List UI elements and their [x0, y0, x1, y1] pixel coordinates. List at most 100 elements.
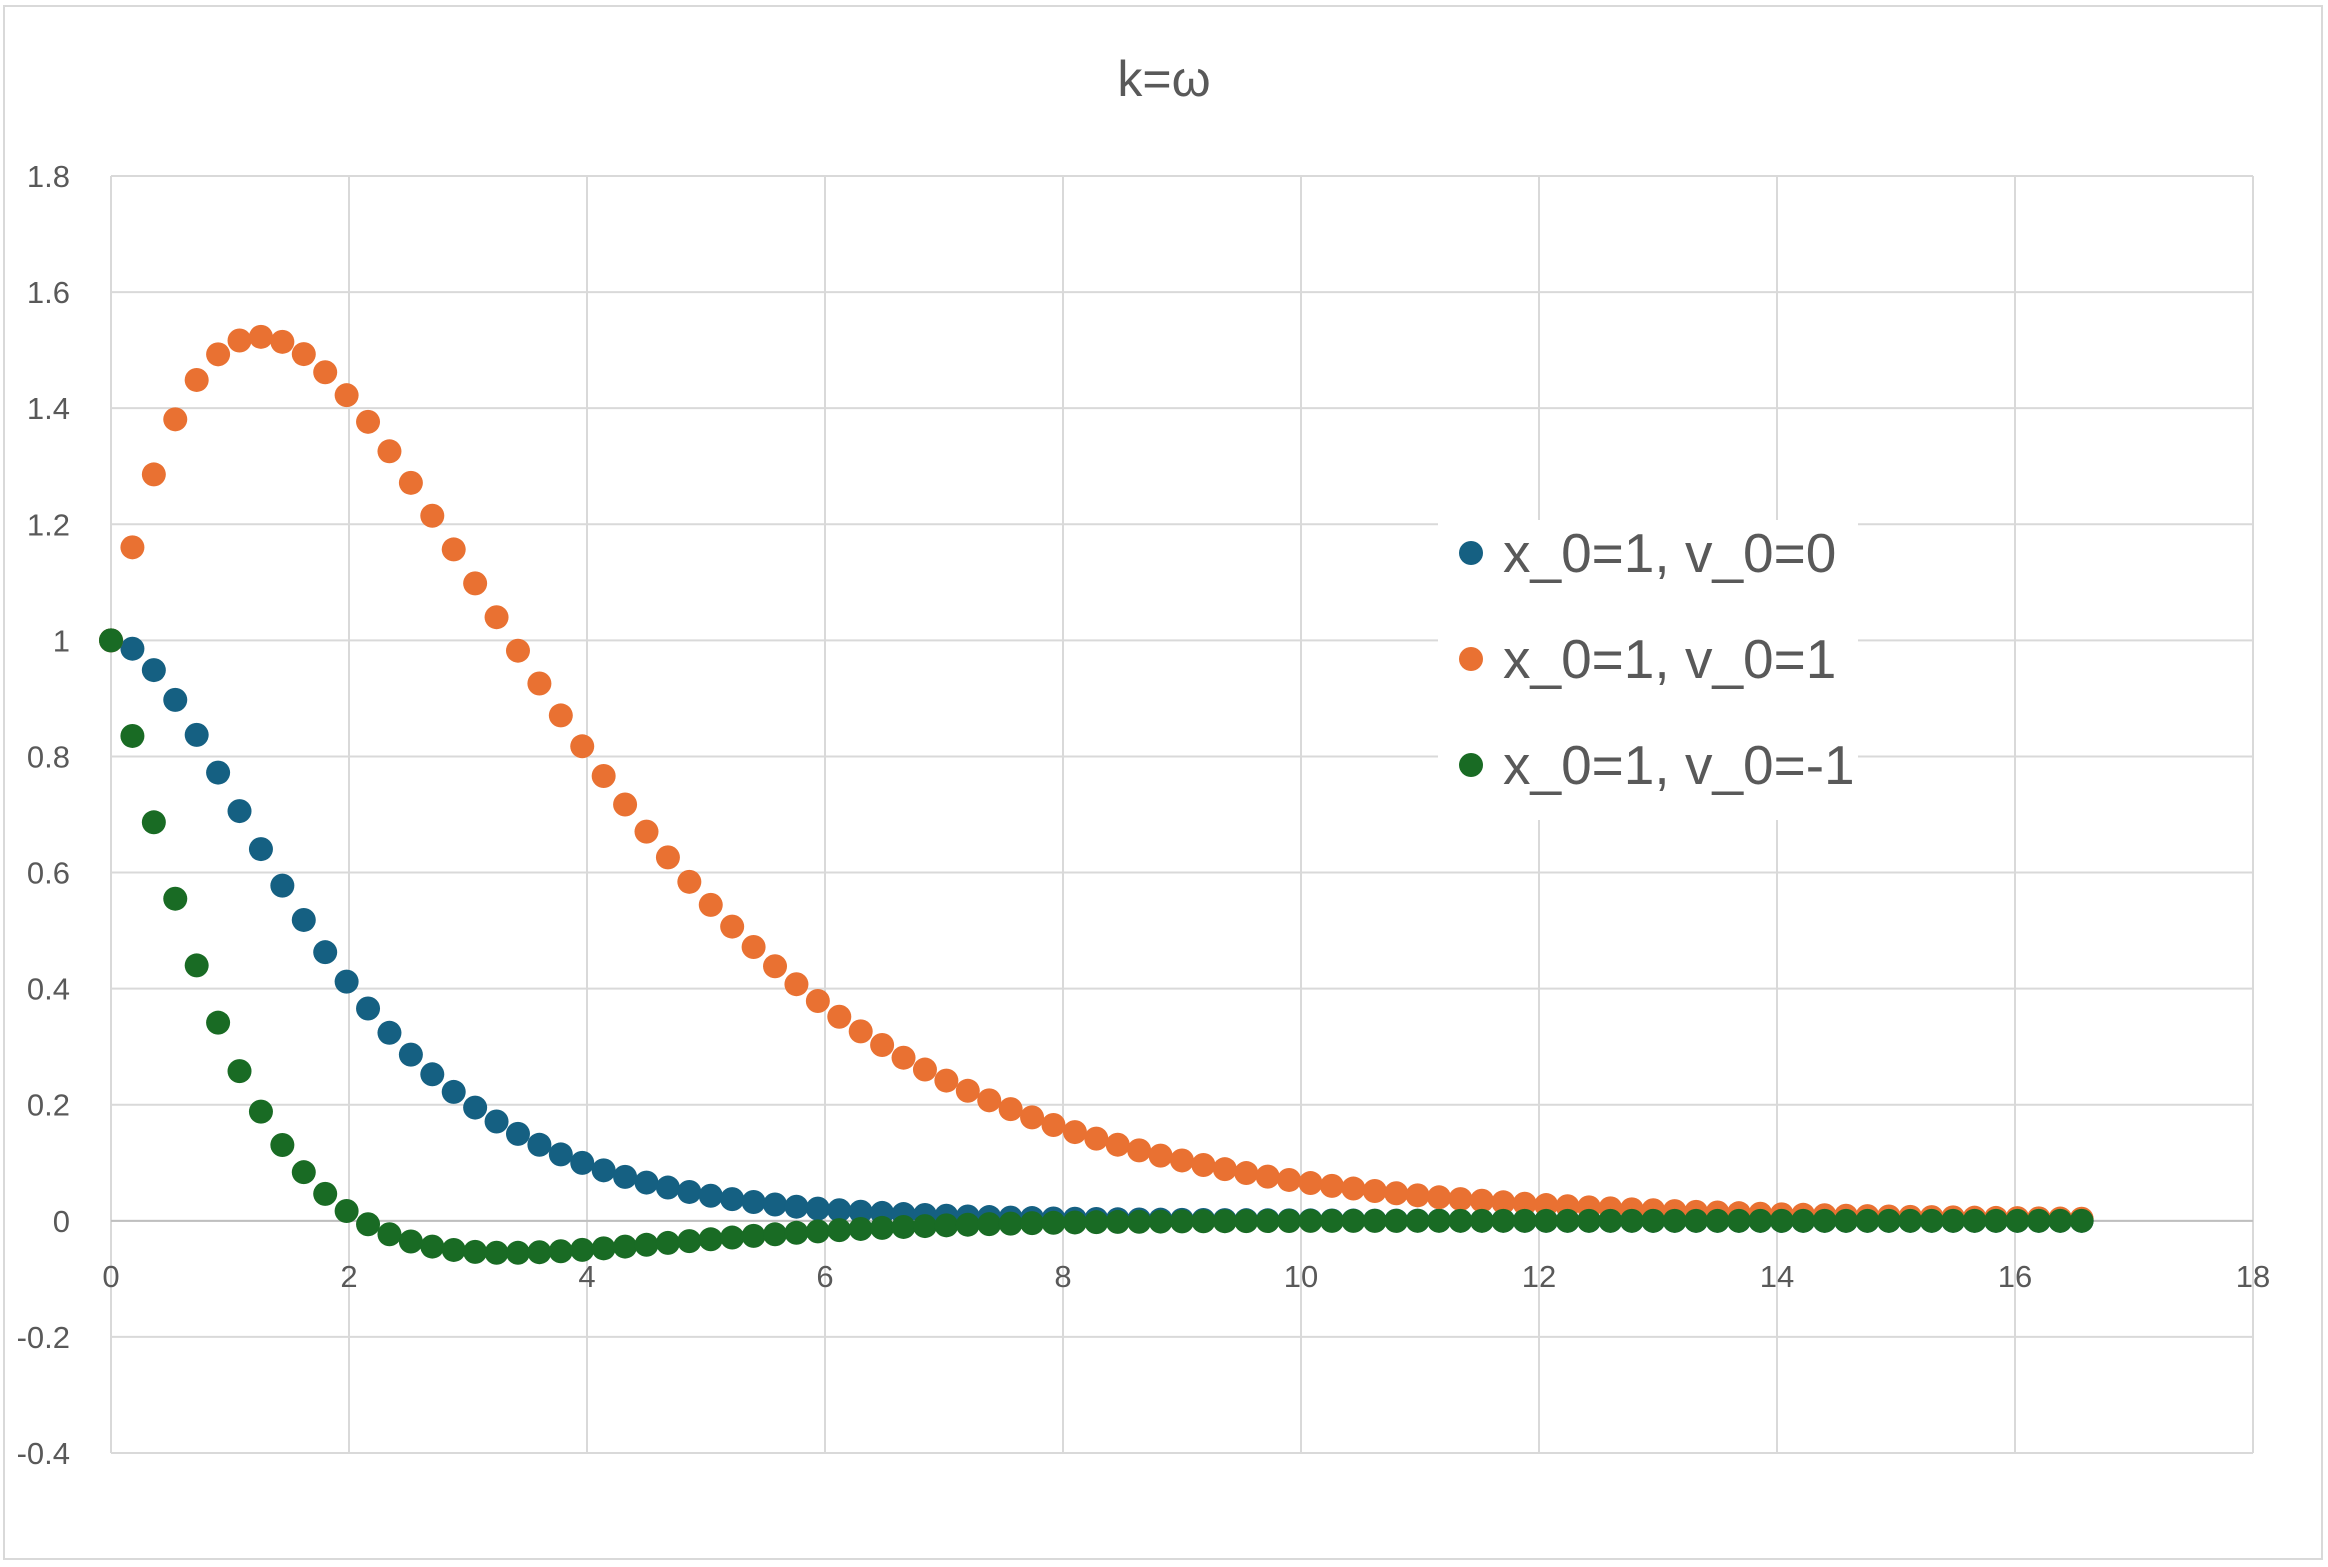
- data-point: [998, 1097, 1023, 1122]
- data-point: [1062, 1210, 1087, 1235]
- data-point: [184, 953, 209, 978]
- data-point: [227, 1059, 252, 1084]
- data-point: [184, 367, 209, 392]
- data-point: [420, 503, 445, 528]
- data-point: [698, 1227, 723, 1252]
- data-point: [1662, 1208, 1687, 1233]
- data-point: [248, 1099, 273, 1124]
- data-point: [356, 1212, 381, 1237]
- data-point: [655, 1230, 680, 1255]
- data-point: [1020, 1211, 1045, 1236]
- legend-label: x_0=1, v_0=-1: [1503, 734, 1855, 796]
- data-points: [99, 324, 2094, 1265]
- data-point: [698, 1183, 723, 1208]
- data-point: [677, 869, 702, 894]
- data-point: [1384, 1181, 1409, 1206]
- data-point: [527, 1132, 552, 1157]
- data-point: [570, 734, 595, 759]
- data-point: [1170, 1148, 1194, 1173]
- data-point: [1705, 1208, 1730, 1233]
- data-point: [677, 1229, 702, 1254]
- y-tick-label: 0.6: [27, 856, 70, 891]
- data-point: [1469, 1188, 1494, 1213]
- data-point: [141, 462, 166, 487]
- data-point: [784, 972, 809, 997]
- data-point: [334, 969, 359, 994]
- data-point: [1855, 1208, 1880, 1233]
- data-point: [141, 658, 166, 683]
- data-point: [2005, 1208, 2030, 1233]
- data-point: [291, 342, 316, 367]
- data-point: [1491, 1190, 1516, 1215]
- data-point: [1148, 1209, 1173, 1234]
- data-point: [634, 819, 659, 844]
- data-point: [763, 1222, 788, 1247]
- data-point: [163, 886, 188, 911]
- data-point: [827, 1004, 852, 1029]
- data-point: [784, 1220, 809, 1245]
- series-3: [99, 628, 2094, 1265]
- data-point: [891, 1214, 916, 1239]
- data-point: [805, 1196, 830, 1221]
- legend-marker: [1459, 541, 1483, 565]
- data-point: [527, 671, 552, 696]
- data-point: [1319, 1173, 1344, 1198]
- data-point: [120, 636, 145, 661]
- data-point: [591, 1158, 616, 1183]
- data-point: [313, 360, 338, 385]
- data-point: [1170, 1209, 1194, 1234]
- data-point: [227, 799, 252, 824]
- data-point: [591, 764, 616, 789]
- data-point: [763, 1192, 788, 1217]
- data-point: [420, 1062, 445, 1087]
- data-point: [1405, 1208, 1430, 1233]
- data-point: [1769, 1208, 1794, 1233]
- data-point: [720, 1187, 745, 1212]
- data-point: [1084, 1210, 1109, 1235]
- chart-title: k=ω: [1117, 51, 1210, 107]
- x-tick-label: 0: [102, 1259, 119, 1294]
- data-point: [548, 1239, 573, 1264]
- data-point: [356, 409, 381, 434]
- data-point: [505, 1240, 530, 1265]
- data-point: [1384, 1208, 1409, 1233]
- x-tick-label: 18: [2236, 1259, 2270, 1294]
- x-tick-label: 14: [1760, 1259, 1794, 1294]
- data-point: [677, 1179, 702, 1204]
- legend-marker: [1459, 647, 1483, 671]
- data-point: [1427, 1208, 1452, 1233]
- data-point: [634, 1232, 659, 1257]
- data-point: [998, 1211, 1023, 1236]
- data-point: [891, 1045, 916, 1070]
- y-tick-label: 0: [53, 1204, 70, 1239]
- data-point: [420, 1234, 445, 1259]
- data-point: [1212, 1157, 1237, 1182]
- data-point: [955, 1212, 980, 1237]
- data-point: [870, 1032, 895, 1057]
- data-point: [206, 1010, 231, 1035]
- data-point: [741, 935, 766, 960]
- data-point: [1619, 1208, 1644, 1233]
- data-point: [163, 687, 188, 712]
- y-tick-label: 1.8: [27, 159, 70, 194]
- data-point: [634, 1170, 659, 1195]
- data-point: [1898, 1208, 1923, 1233]
- y-tick-label: 1.4: [27, 391, 70, 426]
- data-point: [2026, 1208, 2051, 1233]
- data-point: [848, 1216, 873, 1241]
- data-point: [2069, 1208, 2094, 1233]
- data-point: [1062, 1120, 1087, 1145]
- data-point: [1020, 1105, 1045, 1130]
- data-point: [1212, 1209, 1237, 1234]
- data-point: [163, 407, 188, 432]
- x-tick-label: 10: [1284, 1259, 1318, 1294]
- data-point: [1148, 1143, 1173, 1168]
- data-point: [1341, 1176, 1366, 1201]
- data-point: [977, 1212, 1002, 1237]
- data-point: [548, 1142, 573, 1167]
- data-point: [1576, 1208, 1601, 1233]
- legend: x_0=1, v_0=0 x_0=1, v_0=1 x_0=1, v_0=-1: [1438, 520, 1858, 820]
- data-point: [120, 535, 145, 560]
- data-point: [805, 989, 830, 1014]
